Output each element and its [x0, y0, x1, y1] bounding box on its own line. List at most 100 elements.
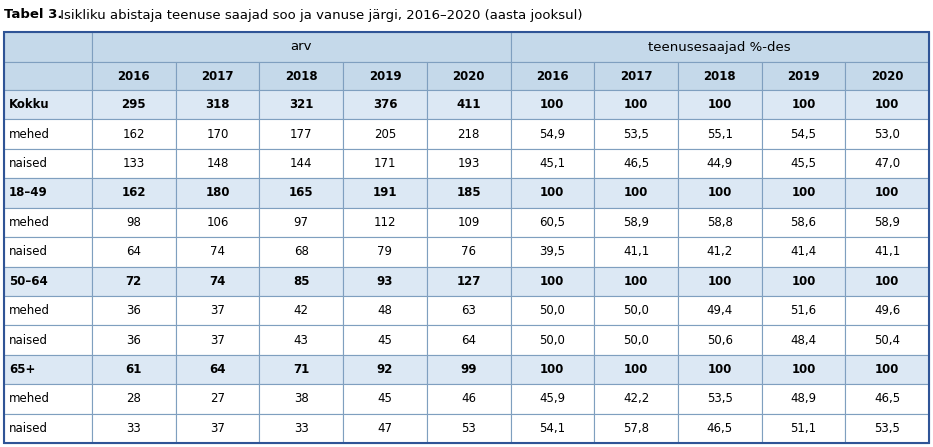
- Bar: [259, 266, 343, 296]
- Bar: [678, 384, 761, 413]
- Bar: [4, 296, 92, 325]
- Text: 55,1: 55,1: [707, 128, 732, 141]
- Text: 100: 100: [540, 98, 564, 111]
- Bar: [343, 62, 426, 90]
- Text: Isikliku abistaja teenuse saajad soo ja vanuse järgi, 2016–2020 (aasta jooksul): Isikliku abistaja teenuse saajad soo ja …: [56, 8, 582, 21]
- Text: 57,8: 57,8: [623, 422, 649, 435]
- Bar: [761, 62, 845, 90]
- Text: 46,5: 46,5: [623, 157, 649, 170]
- Text: 36: 36: [126, 333, 141, 346]
- Bar: [175, 119, 259, 149]
- Bar: [510, 32, 929, 62]
- Bar: [594, 208, 678, 237]
- Bar: [510, 62, 594, 90]
- Text: naised: naised: [9, 422, 48, 435]
- Text: 28: 28: [126, 392, 141, 405]
- Text: 42: 42: [294, 304, 309, 317]
- Text: 92: 92: [377, 363, 393, 376]
- Text: 99: 99: [460, 363, 477, 376]
- Text: 74: 74: [209, 275, 226, 288]
- Text: 43: 43: [294, 333, 309, 346]
- Text: 148: 148: [206, 157, 229, 170]
- Text: 100: 100: [875, 275, 899, 288]
- Bar: [175, 355, 259, 384]
- Bar: [510, 413, 594, 443]
- Text: 100: 100: [624, 363, 648, 376]
- Text: 100: 100: [875, 363, 899, 376]
- Text: 18–49: 18–49: [9, 186, 48, 199]
- Bar: [761, 208, 845, 237]
- Text: 46,5: 46,5: [874, 392, 900, 405]
- Text: 185: 185: [456, 186, 481, 199]
- Text: 64: 64: [209, 363, 226, 376]
- Text: 47: 47: [378, 422, 393, 435]
- Text: 49,4: 49,4: [706, 304, 733, 317]
- Text: naised: naised: [9, 333, 48, 346]
- Text: 165: 165: [289, 186, 313, 199]
- Bar: [259, 355, 343, 384]
- Bar: [426, 178, 510, 208]
- Text: 79: 79: [378, 245, 393, 258]
- Text: 51,6: 51,6: [790, 304, 816, 317]
- Bar: [343, 178, 426, 208]
- Text: 50,0: 50,0: [539, 333, 565, 346]
- Text: 50,6: 50,6: [707, 333, 732, 346]
- Bar: [92, 266, 175, 296]
- Bar: [594, 413, 678, 443]
- Text: mehed: mehed: [9, 216, 50, 229]
- Text: 45: 45: [378, 392, 393, 405]
- Bar: [92, 325, 175, 355]
- Text: Tabel 3.: Tabel 3.: [4, 8, 63, 21]
- Bar: [426, 384, 510, 413]
- Bar: [175, 62, 259, 90]
- Bar: [175, 296, 259, 325]
- Bar: [678, 208, 761, 237]
- Text: 177: 177: [290, 128, 313, 141]
- Bar: [426, 119, 510, 149]
- Text: 2018: 2018: [285, 69, 317, 83]
- Bar: [510, 119, 594, 149]
- Text: 41,4: 41,4: [790, 245, 816, 258]
- Bar: [761, 237, 845, 266]
- Bar: [678, 62, 761, 90]
- Text: 100: 100: [707, 275, 731, 288]
- Bar: [426, 90, 510, 119]
- Bar: [761, 413, 845, 443]
- Text: 100: 100: [624, 186, 648, 199]
- Bar: [343, 296, 426, 325]
- Bar: [4, 266, 92, 296]
- Bar: [4, 62, 92, 90]
- Text: teenusesaajad %-des: teenusesaajad %-des: [648, 41, 791, 54]
- Bar: [845, 119, 929, 149]
- Bar: [678, 237, 761, 266]
- Bar: [92, 119, 175, 149]
- Bar: [426, 325, 510, 355]
- Bar: [4, 355, 92, 384]
- Bar: [594, 355, 678, 384]
- Bar: [259, 325, 343, 355]
- Text: 171: 171: [374, 157, 397, 170]
- Text: 46: 46: [461, 392, 476, 405]
- Bar: [343, 266, 426, 296]
- Bar: [343, 149, 426, 178]
- Text: 54,9: 54,9: [539, 128, 565, 141]
- Bar: [845, 90, 929, 119]
- Text: 98: 98: [126, 216, 141, 229]
- Text: 50,0: 50,0: [623, 304, 649, 317]
- Text: 53: 53: [461, 422, 476, 435]
- Bar: [510, 149, 594, 178]
- Text: 318: 318: [205, 98, 230, 111]
- Bar: [4, 237, 92, 266]
- Bar: [761, 178, 845, 208]
- Bar: [426, 266, 510, 296]
- Text: 191: 191: [372, 186, 397, 199]
- Text: 100: 100: [875, 186, 899, 199]
- Bar: [92, 384, 175, 413]
- Text: 106: 106: [206, 216, 229, 229]
- Bar: [510, 355, 594, 384]
- Text: 100: 100: [707, 186, 731, 199]
- Bar: [845, 208, 929, 237]
- Text: 45,9: 45,9: [539, 392, 565, 405]
- Text: 41,2: 41,2: [706, 245, 733, 258]
- Text: 100: 100: [540, 275, 564, 288]
